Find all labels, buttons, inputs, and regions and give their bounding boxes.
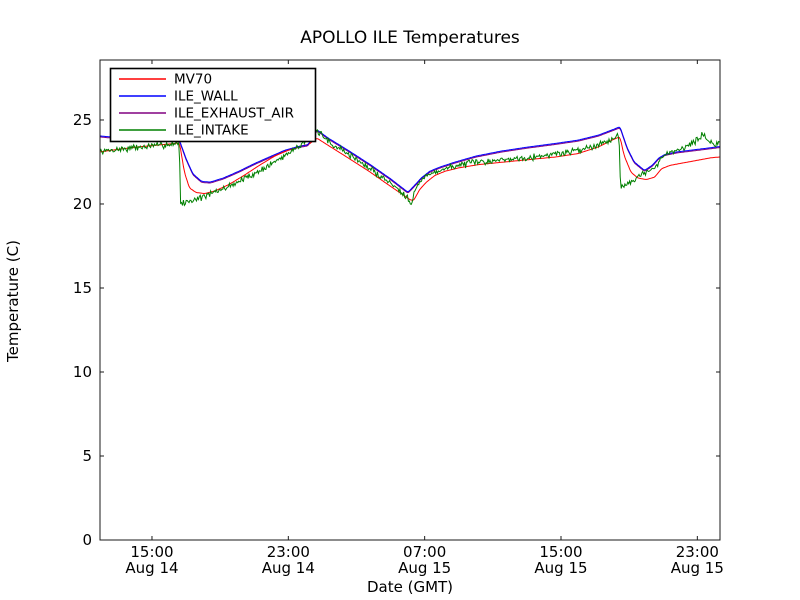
x-tick-date: Aug 14: [262, 559, 315, 577]
legend-label-mv70: MV70: [174, 72, 212, 88]
legend-label-ile_exhaust_air: ILE_EXHAUST_AIR: [174, 106, 294, 122]
y-tick-label: 15: [73, 279, 92, 297]
series-line-ile_wall: [100, 126, 720, 193]
legend-label-ile_intake: ILE_INTAKE: [174, 123, 249, 139]
x-tick-time: 07:00: [403, 543, 446, 561]
x-tick-date: Aug 15: [398, 559, 451, 577]
y-tick-label: 0: [82, 531, 92, 549]
x-tick-time: 15:00: [539, 543, 582, 561]
y-axis-label: Temperature (C): [4, 240, 22, 362]
x-tick-time: 23:00: [267, 543, 310, 561]
series-lines: [100, 126, 720, 207]
y-tick-label: 20: [73, 195, 92, 213]
series-line-ile_exhaust_air: [100, 127, 720, 194]
y-tick-label: 5: [82, 447, 92, 465]
chart-title: APOLLO ILE Temperatures: [300, 28, 520, 48]
x-tick-date: Aug 15: [534, 559, 587, 577]
axis-ticks: [100, 60, 720, 541]
y-tick-labels: 0 5 10 15 20 25: [73, 111, 92, 549]
y-tick-label: 25: [73, 111, 92, 129]
x-tick-date: Aug 15: [671, 559, 724, 577]
plot-frame: [99, 59, 721, 541]
x-axis-label: Date (GMT): [366, 578, 454, 596]
legend-label-ile_wall: ILE_WALL: [174, 89, 238, 105]
y-tick-label: 10: [73, 363, 92, 381]
series-line-mv70: [100, 136, 720, 201]
x-tick-time: 23:00: [676, 543, 719, 561]
series-line-ile_intake: [100, 127, 720, 207]
x-tick-time: 15:00: [130, 543, 173, 561]
x-tick-date: Aug 14: [125, 559, 178, 577]
